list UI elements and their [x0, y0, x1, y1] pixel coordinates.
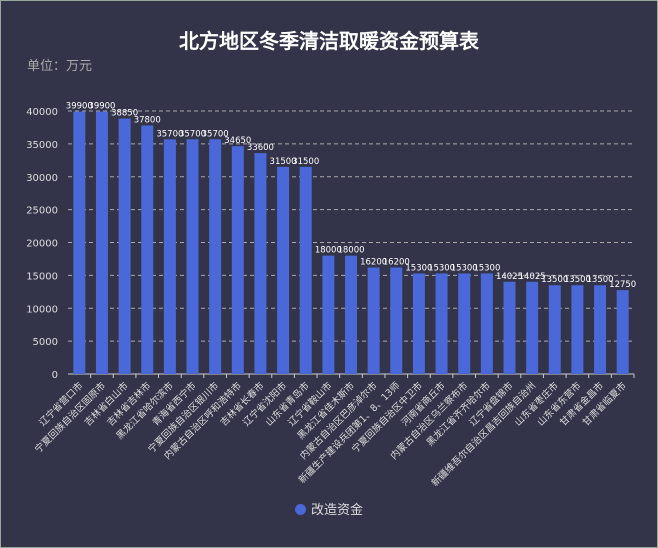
data-label: 15300	[451, 263, 478, 273]
data-label: 39900	[88, 102, 115, 112]
data-label: 15300	[428, 263, 455, 273]
bar	[503, 281, 516, 374]
data-label: 14025	[519, 272, 546, 282]
data-label: 18000	[337, 246, 364, 256]
data-label: 15300	[405, 263, 432, 273]
y-tick-label: 5000	[33, 337, 58, 348]
bar	[277, 166, 290, 374]
data-label: 37800	[134, 115, 161, 125]
data-label: 34650	[224, 136, 251, 146]
bar	[594, 285, 607, 374]
chart-title: 北方地区冬季清洁取暖资金预算表	[179, 29, 479, 53]
data-label: 14025	[496, 272, 523, 282]
data-label: 13500	[587, 275, 614, 285]
y-tick-label: 30000	[26, 173, 58, 184]
data-label: 13500	[564, 275, 591, 285]
bar	[390, 267, 403, 374]
bar	[367, 267, 380, 374]
y-tick-label: 10000	[26, 304, 58, 315]
bar	[73, 111, 86, 374]
data-label: 16200	[360, 257, 387, 267]
data-label: 15300	[473, 263, 500, 273]
data-label: 16200	[383, 257, 410, 267]
bar	[95, 111, 108, 374]
data-label: 31500	[270, 157, 297, 167]
bar	[571, 285, 584, 374]
chart-subtitle: 单位：万元	[27, 59, 93, 74]
bar	[299, 166, 312, 374]
data-label: 12750	[609, 280, 636, 290]
data-label: 18000	[315, 246, 342, 256]
bar	[526, 281, 539, 374]
y-tick-label: 0	[52, 370, 58, 381]
bar	[186, 139, 199, 374]
bar	[458, 273, 471, 374]
y-tick-label: 25000	[26, 206, 58, 217]
bar	[548, 285, 561, 374]
data-label: 35700	[156, 129, 183, 139]
data-label: 39900	[66, 102, 93, 112]
y-tick-label: 40000	[26, 107, 58, 118]
legend-label: 改造资金	[310, 503, 363, 518]
bar	[254, 153, 267, 374]
bar	[141, 125, 154, 374]
bar	[163, 139, 176, 374]
data-label: 35700	[179, 129, 206, 139]
data-label: 33600	[247, 143, 274, 153]
data-label: 35700	[202, 129, 229, 139]
data-label: 38850	[111, 109, 138, 119]
bar	[231, 146, 244, 374]
y-tick-label: 35000	[26, 140, 58, 151]
bar	[322, 255, 335, 374]
bar	[345, 255, 357, 374]
data-label: 31500	[292, 157, 319, 167]
y-tick-label: 15000	[26, 271, 58, 282]
bar	[480, 273, 493, 374]
bar	[118, 118, 131, 374]
bar	[412, 273, 425, 374]
legend[interactable]: 改造资金	[1, 499, 657, 518]
y-tick-label: 20000	[26, 239, 58, 250]
legend-marker	[294, 504, 306, 515]
bar	[616, 290, 629, 374]
bar	[435, 273, 448, 374]
bar	[209, 139, 222, 374]
data-label: 13500	[541, 275, 568, 285]
